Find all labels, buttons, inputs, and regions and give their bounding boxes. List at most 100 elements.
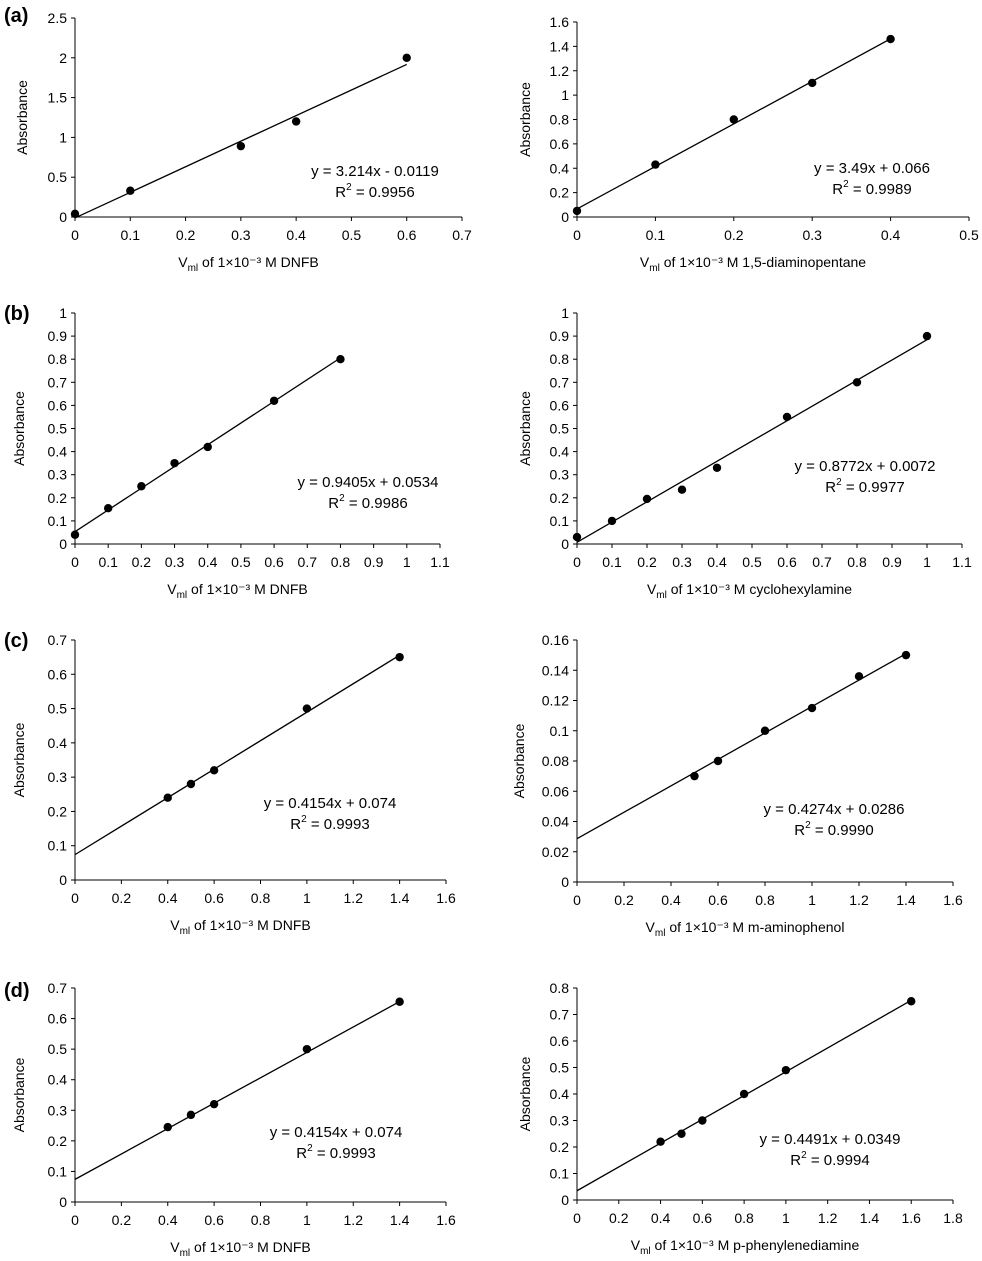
x-tick-label: 0 <box>71 1212 79 1228</box>
trend-line <box>576 653 907 840</box>
y-tick-label: 0.9 <box>550 328 570 344</box>
r-squared-label: R2 = 0.9977 <box>825 477 904 496</box>
x-tick-label: 0.6 <box>777 554 797 570</box>
x-tick-label: 0.8 <box>734 1210 754 1226</box>
data-point <box>807 703 817 713</box>
x-tick-label: 1.2 <box>818 1210 838 1226</box>
x-tick-label: 0.8 <box>251 1212 271 1228</box>
y-tick-label: 0.8 <box>550 112 570 128</box>
x-axis-label-var: V <box>640 254 650 270</box>
y-tick-label: 0.14 <box>542 662 569 678</box>
data-point <box>236 141 246 151</box>
y-axis-label: Absorbance <box>517 82 533 157</box>
y-tick-label: 1.4 <box>550 38 570 54</box>
x-axis-label-subscript: ml <box>180 1248 191 1259</box>
x-tick-label: 0.6 <box>693 1210 713 1226</box>
x-tick-label: 1.4 <box>390 890 410 906</box>
r-squared-symbol: R <box>832 181 843 198</box>
y-tick-label: 0.2 <box>550 490 570 506</box>
x-axis-label-subscript: ml <box>649 263 660 274</box>
r-squared-symbol: R <box>825 479 836 496</box>
x-tick-label: 0.4 <box>158 1212 178 1228</box>
x-tick-label: 0.5 <box>742 554 762 570</box>
x-tick-label: 0.4 <box>707 554 727 570</box>
y-tick-label: 0.7 <box>48 980 68 996</box>
x-tick-label: 0.3 <box>165 554 185 570</box>
y-axis-label: Absorbance <box>11 722 27 797</box>
y-tick-label: 0.1 <box>48 1163 68 1179</box>
x-axis-label-text: of 1×10⁻³ M DNFB <box>190 1239 311 1255</box>
r-squared-label: R2 = 0.9956 <box>335 182 414 201</box>
r-squared-superscript: 2 <box>843 179 849 190</box>
data-point <box>395 652 404 662</box>
y-tick-label: 0.3 <box>550 1113 570 1129</box>
panel-label-d: (d) <box>4 980 30 1002</box>
data-point <box>854 672 864 681</box>
x-axis-label-var: V <box>170 1239 180 1255</box>
y-tick-label: 0.6 <box>48 666 68 682</box>
x-tick-label: 0.2 <box>132 554 152 570</box>
y-axis-label: Absorbance <box>517 1056 533 1131</box>
data-point <box>209 1099 219 1109</box>
x-axis-label-var: V <box>646 919 656 935</box>
y-tick-label: 0.1 <box>550 1166 570 1182</box>
x-tick-label: 0.5 <box>959 227 979 243</box>
x-axis-label-subscript: ml <box>655 928 666 939</box>
y-tick-label: 0 <box>59 209 67 225</box>
data-point <box>291 117 301 126</box>
x-axis-label-var: V <box>631 1237 641 1253</box>
x-tick-label: 0.1 <box>98 554 118 570</box>
r-squared-label: R2 = 0.9990 <box>794 820 873 839</box>
y-tick-label: 0.5 <box>550 421 570 437</box>
y-tick-label: 0.12 <box>542 693 569 709</box>
regression-equation: y = 0.8772x + 0.0072 <box>795 458 936 475</box>
x-tick-label: 0.7 <box>452 227 472 243</box>
y-tick-label: 0.1 <box>48 838 68 854</box>
x-tick-label: 0 <box>71 227 79 243</box>
data-point <box>126 186 135 195</box>
x-tick-label: 1 <box>303 890 311 906</box>
y-tick-label: 0.7 <box>550 374 570 390</box>
x-axis-label: Vml of 1×10⁻³ M cyclohexylamine <box>647 581 852 601</box>
y-tick-label: 0.8 <box>48 351 68 367</box>
y-tick-label: 0 <box>561 536 569 552</box>
data-point <box>642 494 652 504</box>
x-tick-label: 0.1 <box>646 227 666 243</box>
regression-equation: y = 0.4274x + 0.0286 <box>764 801 905 818</box>
y-tick-label: 0.3 <box>550 467 570 483</box>
x-axis-label-var: V <box>167 581 177 597</box>
y-tick-label: 0 <box>59 536 67 552</box>
y-tick-label: 0.8 <box>550 351 570 367</box>
panel-label-c: (c) <box>4 630 28 652</box>
data-point <box>70 209 80 219</box>
data-point <box>402 53 411 62</box>
r-squared-value: = 0.9989 <box>849 181 912 198</box>
r-squared-label: R2 = 0.9989 <box>832 179 911 198</box>
r-squared-superscript: 2 <box>339 493 345 504</box>
y-tick-label: 0.5 <box>48 701 68 717</box>
x-tick-label: 1.2 <box>344 890 364 906</box>
chart-4: 0 0.1 0.2 0.3 0.4 0.5 0.6 0.7 0.8 0.9 1 0 0.1 0.2 0.3 0… <box>517 305 972 601</box>
charts-group: 0 0.5 1 1.5 2 2.5 0 0.1 0.2 0.3 0.4 0.5 0.6 0.7 Absorb… <box>11 10 979 1259</box>
r-squared-symbol: R <box>335 184 346 201</box>
x-tick-label: 0.2 <box>609 1210 629 1226</box>
data-point <box>395 997 404 1006</box>
r-squared-superscript: 2 <box>805 820 811 831</box>
y-tick-label: 2 <box>59 50 67 66</box>
y-tick-label: 0.2 <box>48 803 68 819</box>
data-point <box>782 412 792 422</box>
regression-equation: y = 3.214x - 0.0119 <box>311 163 439 180</box>
data-point <box>729 115 738 124</box>
x-tick-label: 0.6 <box>397 227 417 243</box>
trend-line <box>74 654 400 856</box>
data-point <box>712 463 722 472</box>
r-squared-superscript: 2 <box>801 1150 807 1161</box>
chart-2: 0 0.2 0.4 0.6 0.8 1 1.2 1.4 1.6 0 0.1 0.2 0.3 0.4 0.5 A… <box>517 14 979 274</box>
r-squared-symbol: R <box>296 1145 307 1162</box>
y-axis-label: Absorbance <box>511 723 527 798</box>
x-tick-label: 0.9 <box>882 554 902 570</box>
x-tick-label: 0.8 <box>847 554 867 570</box>
x-tick-label: 1.1 <box>952 554 972 570</box>
data-point <box>186 779 196 789</box>
